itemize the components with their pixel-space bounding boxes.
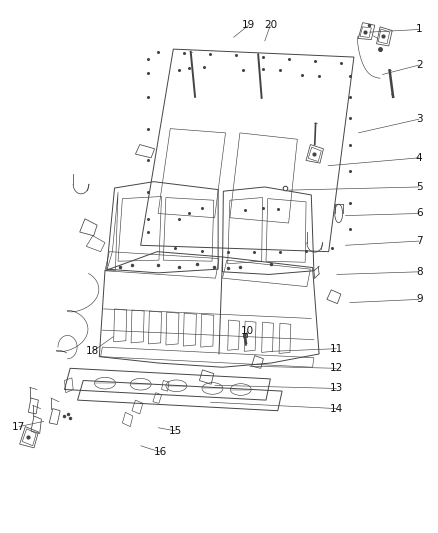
Text: 14: 14 [330,403,343,414]
Text: 18: 18 [86,346,99,357]
Text: 1: 1 [416,25,423,35]
Text: 3: 3 [416,114,423,124]
Text: 2: 2 [416,60,423,70]
Text: 6: 6 [416,208,423,219]
Text: 19: 19 [242,20,255,30]
Text: 11: 11 [330,344,343,354]
Text: 16: 16 [154,447,167,457]
Text: 17: 17 [12,422,25,432]
Text: 9: 9 [416,294,423,304]
Text: 20: 20 [264,20,277,30]
Text: 12: 12 [330,364,343,373]
Text: 8: 8 [416,267,423,277]
Text: 13: 13 [330,383,343,393]
Text: 7: 7 [416,236,423,246]
Text: 4: 4 [416,153,423,163]
Text: 10: 10 [241,326,254,336]
Text: 15: 15 [169,426,182,436]
Text: 5: 5 [416,182,423,192]
